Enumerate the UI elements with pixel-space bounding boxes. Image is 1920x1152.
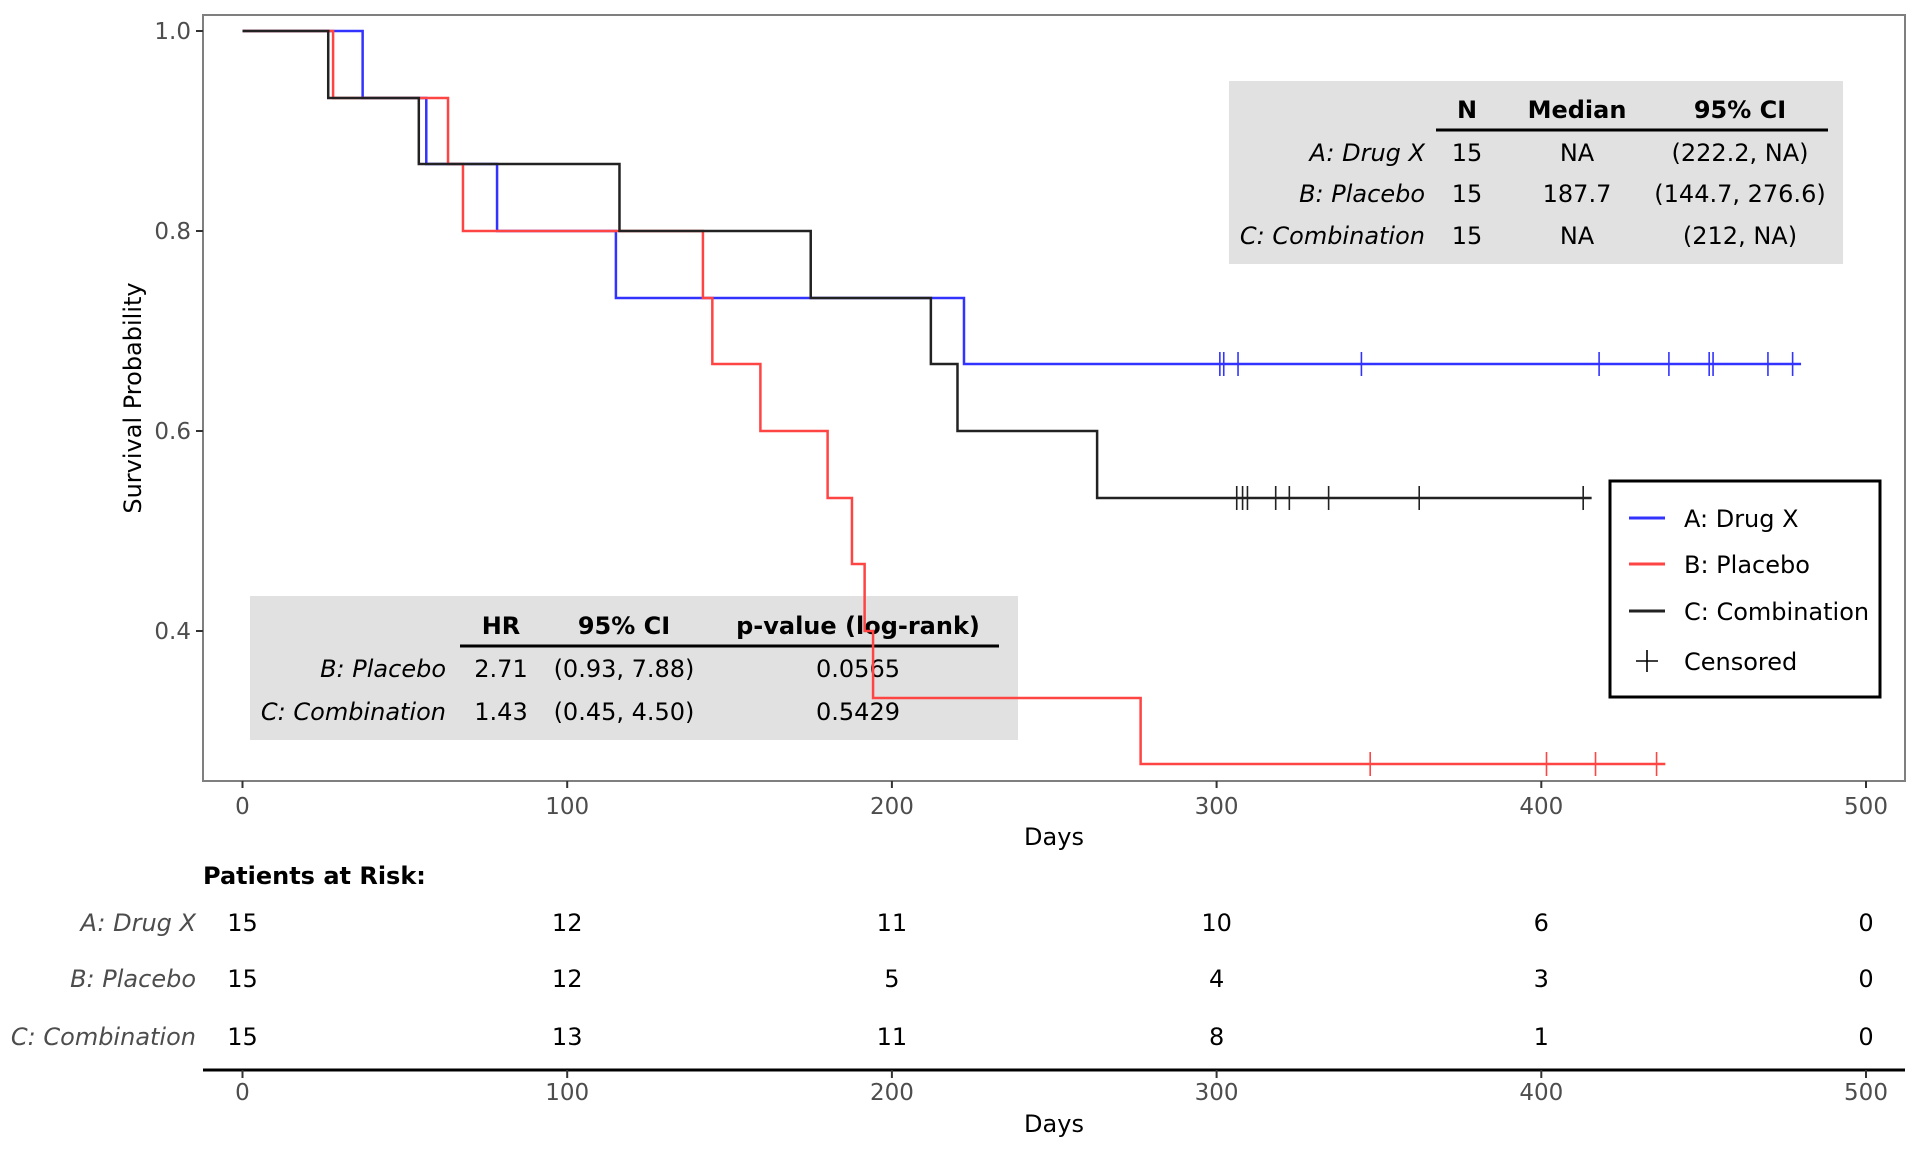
risk-count: 8 (1209, 1023, 1224, 1051)
y-axis-title: Survival Probability (119, 282, 147, 513)
censored-plus-icon (1636, 650, 1658, 672)
hazard-ratio-table: HR 95% CI p-value (log-rank) B: Placebo … (250, 596, 1018, 740)
survival-curve-line (242, 29, 1666, 766)
median-table-median: 187.7 (1543, 180, 1612, 208)
median-table-background (1229, 81, 1843, 264)
median-table-n: 15 (1452, 139, 1483, 167)
risk-count: 15 (227, 1023, 258, 1051)
risk-count: 15 (227, 909, 258, 937)
survival-curves (242, 29, 1802, 776)
risk-count: 5 (884, 965, 899, 993)
y-tick-label: 0.4 (154, 619, 191, 645)
legend: A: Drug X B: Placebo C: Combination Censore… (1608, 479, 1882, 699)
median-table-n: 15 (1452, 180, 1483, 208)
risk-count: 13 (552, 1023, 583, 1051)
median-table-row-label: B: Placebo (1299, 180, 1425, 208)
median-survival-table: N Median 95% CI A: Drug X 15 NA (222.2, … (1229, 81, 1843, 264)
risk-row-label: B: Placebo (70, 965, 196, 993)
median-table-row-label: A: Drug X (1308, 139, 1426, 167)
x-tick-label: 0 (235, 794, 250, 820)
median-table-ci: (212, NA) (1683, 222, 1797, 250)
hr-table-row-label: C: Combination (261, 698, 446, 726)
median-table-median: NA (1560, 222, 1595, 250)
risk-count: 12 (552, 965, 583, 993)
x-tick-label: 400 (1519, 794, 1563, 820)
hr-table-header-hr: HR (482, 612, 521, 640)
median-table-header-n: N (1457, 96, 1477, 124)
risk-table-row: A: Drug X 15 12 11 10 6 0 (79, 909, 1874, 937)
risk-count: 0 (1858, 909, 1873, 937)
risk-count: 15 (227, 965, 258, 993)
median-table-n: 15 (1452, 222, 1483, 250)
median-table-header-median: Median (1528, 96, 1627, 124)
series-2 (242, 29, 1666, 776)
hr-table-background (250, 596, 1018, 740)
risk-x-tick-label: 400 (1519, 1080, 1563, 1106)
y-tick-label: 1.0 (154, 19, 191, 45)
risk-count: 6 (1534, 909, 1549, 937)
x-axis: 0 100 200 300 400 500 (235, 781, 1888, 820)
x-tick-label: 500 (1844, 794, 1888, 820)
y-tick-label: 0.8 (154, 219, 191, 245)
median-table-ci: (144.7, 276.6) (1654, 180, 1825, 208)
median-table-ci: (222.2, NA) (1671, 139, 1808, 167)
plot-panel-border (202, 14, 1906, 782)
risk-count: 11 (877, 1023, 908, 1051)
series-3 (242, 29, 1592, 510)
risk-row-label: A: Drug X (79, 909, 197, 937)
x-tick-label: 300 (1195, 794, 1239, 820)
hr-table-header-ci: 95% CI (578, 612, 670, 640)
risk-table-row: B: Placebo 15 12 5 4 3 0 (70, 965, 1874, 993)
x-tick-label: 200 (870, 794, 914, 820)
legend-label: Censored (1684, 648, 1797, 676)
hr-table-pvalue: 0.0565 (816, 655, 900, 683)
risk-count: 10 (1201, 909, 1232, 937)
legend-item: C: Combination (1629, 598, 1869, 626)
x-tick-label: 100 (545, 794, 589, 820)
legend-item: A: Drug X (1629, 505, 1799, 533)
hr-table-hr: 1.43 (474, 698, 527, 726)
hr-table-header-pvalue: p-value (log-rank) (736, 612, 980, 640)
risk-count: 11 (877, 909, 908, 937)
risk-count: 0 (1858, 1023, 1873, 1051)
x-axis-title: Days (1024, 823, 1084, 851)
risk-x-tick-label: 300 (1195, 1080, 1239, 1106)
risk-row-label: C: Combination (11, 1023, 196, 1051)
legend-item: B: Placebo (1629, 551, 1810, 579)
risk-x-tick-label: 500 (1844, 1080, 1888, 1106)
risk-table: Patients at Risk: A: Drug X 15 12 11 10 6 0B: … (11, 862, 1874, 1051)
risk-x-tick-label: 0 (235, 1080, 250, 1106)
risk-table-x-axis: 0 100 200 300 400 500 (235, 1070, 1888, 1106)
hr-table-ci: (0.93, 7.88) (554, 655, 695, 683)
median-table-header-ci: 95% CI (1694, 96, 1786, 124)
risk-count: 1 (1534, 1023, 1549, 1051)
legend-label: A: Drug X (1684, 505, 1799, 533)
risk-table-title: Patients at Risk: (203, 862, 426, 890)
risk-count: 12 (552, 909, 583, 937)
hr-table-hr: 2.71 (474, 655, 527, 683)
y-tick-label: 0.6 (154, 419, 191, 445)
risk-count: 0 (1858, 965, 1873, 993)
survival-curve-line (242, 29, 1592, 500)
hr-table-row-label: B: Placebo (320, 655, 446, 683)
risk-x-tick-label: 200 (870, 1080, 914, 1106)
survival-curve-line (242, 29, 1802, 366)
legend-label: B: Placebo (1684, 551, 1810, 579)
risk-count: 3 (1534, 965, 1549, 993)
risk-count: 4 (1209, 965, 1224, 993)
risk-x-tick-label: 100 (545, 1080, 589, 1106)
risk-table-x-axis-title: Days (1024, 1110, 1084, 1138)
risk-table-row: C: Combination 15 13 11 8 1 0 (11, 1023, 1874, 1051)
median-table-row-label: C: Combination (1240, 222, 1425, 250)
hr-table-pvalue: 0.5429 (816, 698, 900, 726)
legend-item: Censored (1636, 648, 1797, 676)
y-axis: 0.4 0.6 0.8 1.0 (154, 19, 203, 645)
median-table-median: NA (1560, 139, 1595, 167)
hr-table-ci: (0.45, 4.50) (554, 698, 695, 726)
legend-label: C: Combination (1684, 598, 1869, 626)
series-1 (242, 29, 1802, 376)
